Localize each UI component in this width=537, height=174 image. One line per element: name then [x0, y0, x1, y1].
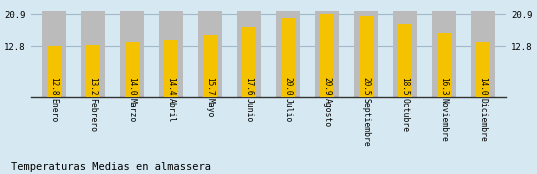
Bar [81, 11, 105, 97]
Text: 18.5: 18.5 [401, 77, 410, 95]
Bar [276, 11, 300, 97]
Text: 20.0: 20.0 [284, 77, 293, 95]
Bar [432, 11, 456, 97]
Text: 15.7: 15.7 [206, 77, 214, 95]
Text: 20.9: 20.9 [323, 77, 331, 95]
Bar [476, 42, 490, 97]
Bar [320, 14, 335, 97]
Bar [437, 33, 452, 97]
Bar [47, 46, 61, 97]
Text: 16.3: 16.3 [440, 77, 448, 95]
Bar [315, 11, 339, 97]
Bar [471, 11, 495, 97]
Text: 20.5: 20.5 [361, 77, 371, 95]
Bar [120, 11, 144, 97]
Bar [393, 11, 417, 97]
Bar [242, 27, 256, 97]
Text: 14.4: 14.4 [166, 77, 176, 95]
Text: Temperaturas Medias en almassera: Temperaturas Medias en almassera [11, 162, 211, 172]
Bar [202, 35, 217, 97]
Bar [164, 40, 178, 97]
Text: 12.8: 12.8 [49, 77, 59, 95]
Bar [354, 11, 378, 97]
Bar [42, 11, 66, 97]
Bar [281, 18, 295, 97]
Bar [397, 24, 412, 97]
Text: 17.6: 17.6 [244, 77, 253, 95]
Text: 14.0: 14.0 [127, 77, 136, 95]
Bar [125, 42, 140, 97]
Bar [198, 11, 222, 97]
Bar [237, 11, 261, 97]
Bar [159, 11, 183, 97]
Text: 13.2: 13.2 [89, 77, 97, 95]
Bar [359, 16, 373, 97]
Bar [85, 45, 100, 97]
Text: 14.0: 14.0 [478, 77, 488, 95]
